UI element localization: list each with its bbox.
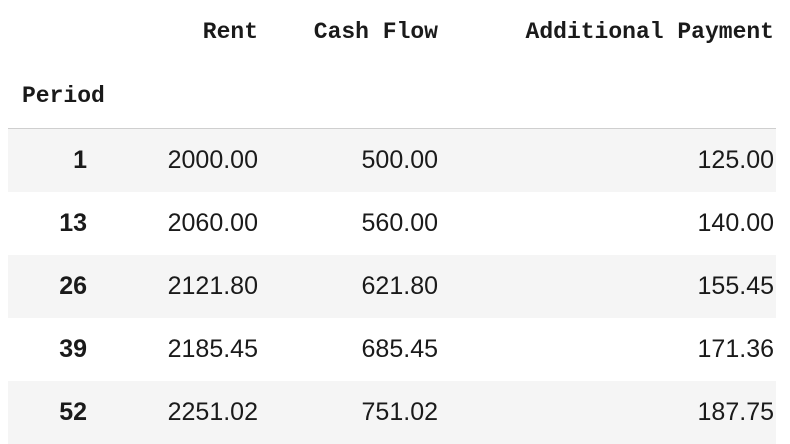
row-index: 13 <box>59 208 87 237</box>
table-row: 26 2121.80 621.80 155.45 <box>8 254 776 318</box>
row-index: 39 <box>59 334 87 363</box>
table-row: 1 2000.00 500.00 125.00 <box>8 128 776 192</box>
cell-additional-payment: 125.00 <box>697 145 774 174</box>
cell-cash-flow: 560.00 <box>361 208 438 237</box>
row-index: 26 <box>59 271 87 300</box>
cell-cash-flow: 500.00 <box>361 145 438 174</box>
cell-additional-payment: 187.75 <box>697 397 774 426</box>
row-index: 1 <box>73 145 87 174</box>
index-name-label: Period <box>22 83 105 109</box>
table-header: Rent Cash Flow Additional Payment Period <box>8 0 776 129</box>
cell-cash-flow: 685.45 <box>361 334 438 363</box>
empty-cell <box>124 64 260 129</box>
column-header-additional-payment: Additional Payment <box>525 19 774 45</box>
table-row: 52 2251.02 751.02 187.75 <box>8 380 776 444</box>
dataframe-table: Rent Cash Flow Additional Payment Period… <box>8 0 776 444</box>
table-row: 13 2060.00 560.00 140.00 <box>8 191 776 255</box>
empty-cell <box>260 64 440 129</box>
cell-cash-flow: 621.80 <box>361 271 438 300</box>
cell-additional-payment: 155.45 <box>697 271 774 300</box>
table-row: 39 2185.45 685.45 171.36 <box>8 317 776 381</box>
cell-rent: 2185.45 <box>167 334 258 363</box>
table-body: 1 2000.00 500.00 125.00 13 2060.00 560.0… <box>8 128 776 444</box>
cell-cash-flow: 751.02 <box>361 397 438 426</box>
index-name-row: Period <box>8 64 776 129</box>
header-corner <box>8 0 124 64</box>
column-header-row: Rent Cash Flow Additional Payment <box>8 0 776 64</box>
column-header-cash-flow: Cash Flow <box>313 19 438 45</box>
cell-additional-payment: 171.36 <box>697 334 774 363</box>
cell-rent: 2251.02 <box>167 397 258 426</box>
cell-rent: 2060.00 <box>167 208 258 237</box>
column-header-rent: Rent <box>202 19 258 45</box>
row-index: 52 <box>59 397 87 426</box>
cell-rent: 2000.00 <box>167 145 258 174</box>
cell-rent: 2121.80 <box>167 271 258 300</box>
cell-additional-payment: 140.00 <box>697 208 774 237</box>
empty-cell <box>440 64 776 129</box>
